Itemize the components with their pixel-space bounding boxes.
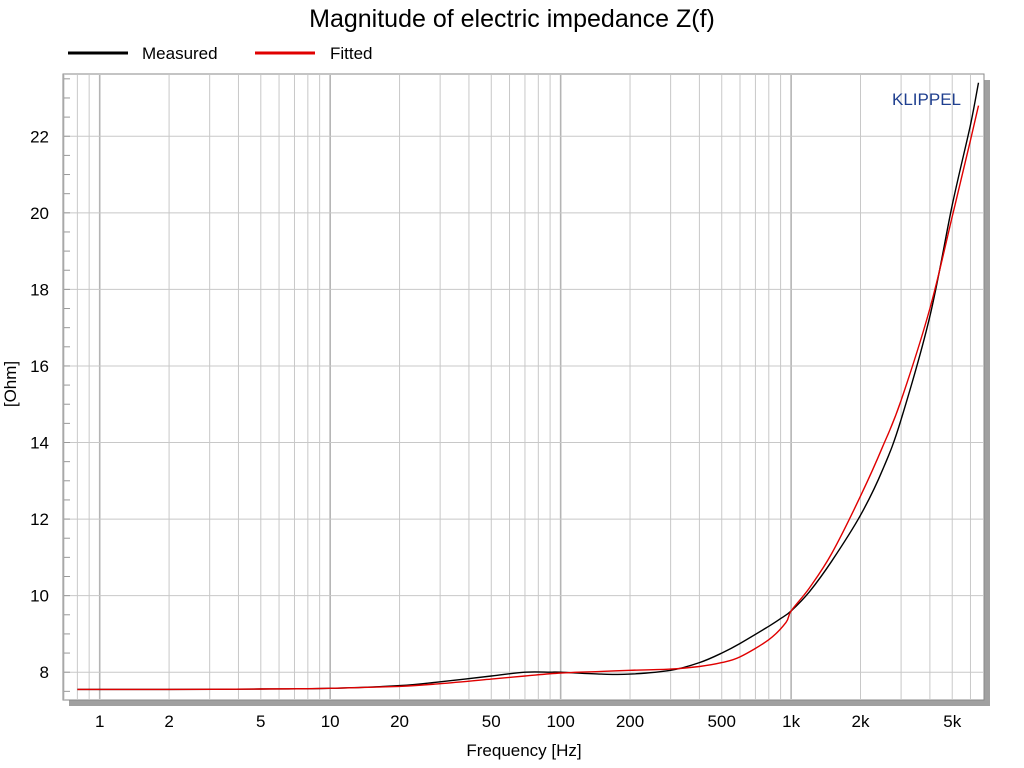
y-tick-label: 20 [30,204,49,223]
y-tick-label: 22 [30,127,49,146]
grid [63,75,983,699]
plot-frame [62,73,990,706]
y-tick-label: 16 [30,357,49,376]
y-tick-label: 14 [30,434,49,453]
x-axis-label: Frequency [Hz] [466,741,581,760]
x-tick-label: 5k [943,712,961,731]
x-tick-label: 100 [546,712,574,731]
series-group [77,82,980,691]
x-tick-label: 20 [390,712,409,731]
y-tick-label: 18 [30,280,49,299]
x-tick-label: 1 [95,712,104,731]
y-tick-label: 12 [30,510,49,529]
x-tick-label: 5 [256,712,265,731]
x-tick-label: 200 [616,712,644,731]
x-tick-label: 500 [708,712,736,731]
y-tick-label: 10 [30,587,49,606]
fitted-curve [77,105,980,691]
x-tick-label: 2k [852,712,870,731]
chart-title: Magnitude of electric impedance Z(f) [309,5,715,33]
y-tick-label: 8 [40,663,49,682]
x-tick-label: 50 [482,712,501,731]
legend: Measured Fitted [68,44,373,63]
legend-label-fitted: Fitted [330,44,373,63]
y-axis-label: [Ohm] [1,361,20,407]
x-tick-label: 1k [782,712,800,731]
plot-area [62,73,985,701]
x-tick-label: 2 [164,712,173,731]
x-tick-label: 10 [321,712,340,731]
legend-label-measured: Measured [142,44,218,63]
klippel-watermark: KLIPPEL [892,90,961,109]
